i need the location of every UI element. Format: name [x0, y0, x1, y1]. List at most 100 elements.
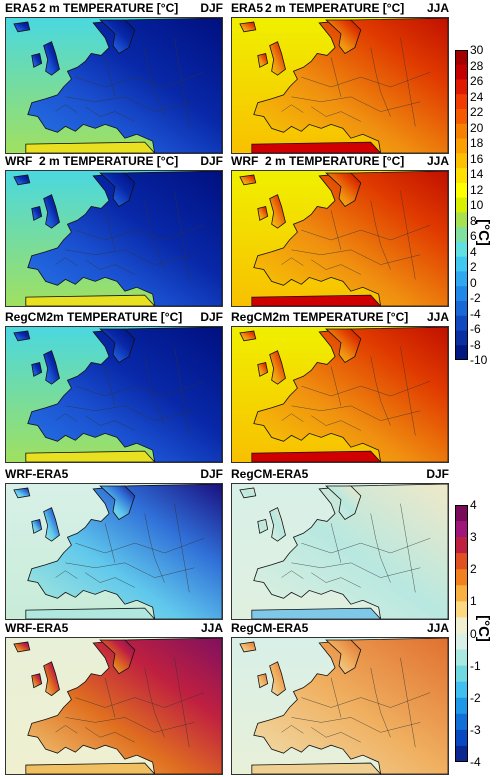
europe-land — [13, 330, 31, 342]
country-border — [144, 200, 165, 270]
europe-land — [239, 487, 257, 499]
panel-season-label: JJA — [200, 621, 223, 635]
country-border — [65, 96, 195, 112]
country-border — [291, 562, 421, 578]
colorbar-swatch — [455, 227, 468, 243]
country-border — [65, 405, 195, 421]
country-border — [55, 725, 78, 734]
country-border — [370, 200, 391, 270]
panel-regcm-era5-djf: RegCM-ERA5 DJF — [231, 466, 449, 620]
colorbar-tick-label: 2 — [470, 260, 477, 274]
colorbar-swatch — [455, 330, 468, 346]
europe-land — [257, 518, 269, 534]
europe-land — [13, 641, 31, 653]
colorbar-tick-label: 4 — [470, 244, 477, 259]
country-border — [281, 570, 304, 579]
country-border — [311, 106, 361, 122]
colorbar-tick-label: -2 — [470, 291, 481, 305]
colorbar-tick-label: -4 — [470, 755, 481, 769]
europe-land — [43, 41, 60, 76]
colorbar-swatch — [455, 241, 468, 258]
colorbar-tick-label: 0 — [470, 275, 477, 290]
country-border — [174, 37, 190, 127]
colorbar-swatch — [455, 345, 468, 361]
colorbar-tick-label: 26 — [470, 74, 484, 88]
europe-land — [99, 639, 136, 675]
panel-model-label: RegCM-ERA5 — [231, 621, 309, 635]
panel-season-label: DJF — [426, 467, 449, 481]
europe-land — [253, 638, 448, 774]
europe-land — [269, 41, 286, 76]
country-border — [400, 503, 416, 593]
colorbar-swatch — [455, 212, 468, 228]
panel-variable-label: 2 m TEMPERATURE [°C] — [39, 154, 179, 168]
country-border — [75, 381, 205, 397]
colorbar-temperature-unit: [°C] — [474, 219, 492, 246]
colorbar-swatch — [455, 138, 468, 154]
panel-season-label: DJF — [200, 154, 223, 168]
colorbar-temperature-gradient — [455, 50, 468, 361]
colorbar-difference — [455, 505, 468, 763]
country-border — [55, 570, 78, 579]
country-border — [330, 523, 342, 563]
north-africa-land — [251, 762, 382, 774]
europe-land — [27, 638, 222, 774]
colorbar-swatch — [455, 315, 468, 331]
europe-land — [31, 673, 43, 689]
europe-land — [325, 172, 362, 207]
europe-land — [13, 487, 31, 499]
country-border — [144, 513, 165, 583]
colorbar-tick-label: -1 — [470, 658, 481, 673]
panel-model-label: WRF — [5, 154, 33, 168]
north-africa-land — [251, 141, 382, 153]
colorbar-tick-label: 10 — [470, 198, 484, 212]
panel-regcm-era5-jja: RegCM-ERA5 JJA — [231, 620, 449, 775]
country-border — [291, 717, 421, 733]
panel-model-label: WRF — [231, 154, 259, 168]
colorbar-swatch — [455, 256, 468, 272]
country-border — [55, 104, 78, 113]
panel-regcm-djf: RegCM2 m TEMPERATURE [°C] DJF — [5, 309, 223, 463]
panel-model-label: RegCM2 — [5, 310, 54, 324]
colorbar-tick-label: 24 — [470, 89, 484, 104]
country-border — [85, 572, 135, 588]
heatmap-svg — [232, 638, 448, 774]
colorbar-tick-label: -10 — [470, 353, 488, 367]
country-border — [281, 104, 304, 113]
country-border — [104, 366, 116, 406]
country-border — [301, 72, 431, 88]
colorbar-swatch — [455, 300, 468, 317]
colorbar-tick-label: 1 — [470, 594, 477, 609]
colorbar-difference-unit: [°C] — [474, 615, 492, 642]
heatmap-svg — [6, 484, 222, 619]
colorbar-tick-label: 12 — [470, 182, 484, 197]
europe-land — [257, 52, 269, 68]
colorbar-tick-label: 3 — [470, 530, 477, 545]
colorbar-swatch — [455, 601, 468, 618]
heatmap-svg — [232, 484, 448, 619]
heatmap-map — [5, 17, 223, 154]
colorbar-swatch — [455, 569, 468, 586]
europe-land — [325, 328, 362, 363]
colorbar-swatch — [455, 153, 468, 169]
country-border — [400, 37, 416, 127]
country-border — [311, 259, 361, 275]
country-border — [281, 257, 304, 266]
europe-land — [257, 205, 269, 221]
country-border — [55, 413, 78, 422]
europe-land — [43, 350, 60, 385]
europe-land — [99, 19, 136, 54]
europe-land — [325, 19, 362, 54]
europe-land — [13, 21, 31, 33]
country-border — [370, 47, 391, 117]
panel-wrf-djf: WRF 2 m TEMPERATURE [°C] DJF — [5, 153, 223, 307]
heatmap-map — [231, 17, 449, 154]
country-border — [330, 677, 342, 718]
europe-land — [43, 194, 60, 229]
country-border — [400, 657, 416, 748]
country-border — [104, 523, 116, 563]
europe-land — [239, 330, 257, 342]
europe-land — [239, 641, 257, 653]
panel-regcm-jja: RegCM2 m TEMPERATURE [°C] JJA — [231, 309, 449, 463]
colorbar-temperature — [455, 50, 468, 361]
